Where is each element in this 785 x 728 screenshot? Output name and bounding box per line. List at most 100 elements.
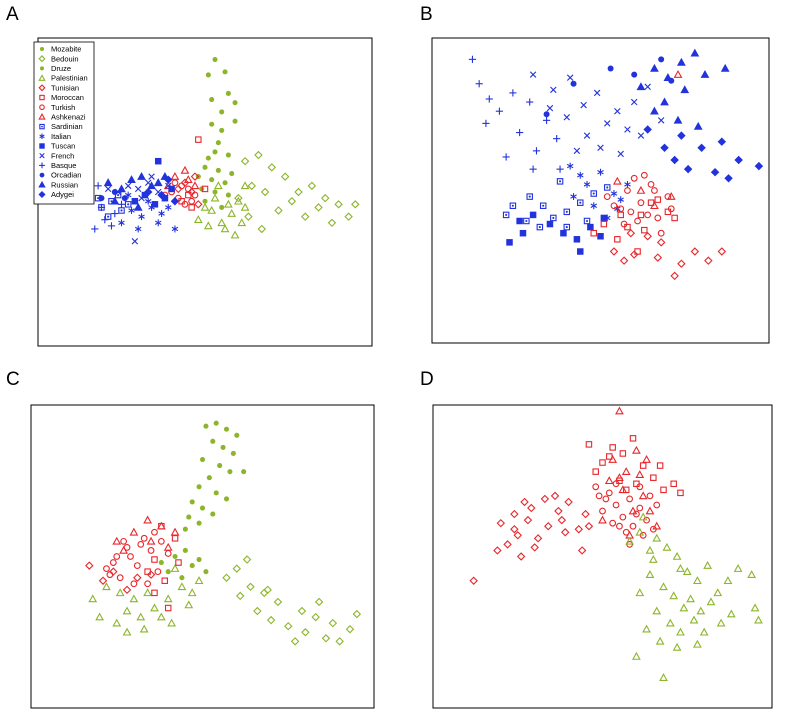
panel-c-mozabite-point-17 xyxy=(199,505,206,511)
panel-c-bedouin-point-12 xyxy=(301,628,310,637)
panel-b-moroccan-point-2 xyxy=(600,220,608,228)
panel-c-palestinian-point-14 xyxy=(167,618,177,627)
panel-c-bedouin-point-18 xyxy=(314,597,324,607)
legend-marker-bedouin xyxy=(38,55,46,63)
panel-b-basque-point-14 xyxy=(556,165,564,173)
panel-d-palestinian-point-32 xyxy=(726,609,736,618)
panel-b-basque-point-9 xyxy=(553,135,561,143)
panel-b-italian-point-1 xyxy=(570,193,577,201)
panel-a-palestinian-point-12 xyxy=(203,221,213,230)
panel-a-mozabite-point-8 xyxy=(209,121,215,127)
panel-b-french-point-11 xyxy=(583,132,591,139)
panel-c-turkish-point-14 xyxy=(127,553,134,560)
panel-c-moroccan-point-7 xyxy=(151,589,158,597)
panel-c-turkish-point-5 xyxy=(140,534,148,542)
legend-marker-druze xyxy=(39,66,45,71)
panel-d-turkish-point-10 xyxy=(599,507,606,515)
panel-b-french-point-16 xyxy=(617,150,624,158)
panel-c-palestinian-point-9 xyxy=(163,594,173,603)
panel-b-french-point-1 xyxy=(529,71,537,78)
panel-a-palestinian-point-4 xyxy=(227,208,237,217)
panel-c-tunisian-point-2 xyxy=(98,576,108,585)
panel-c-palestinian-point-19 xyxy=(95,612,104,621)
legend-marker-adygei xyxy=(38,190,46,199)
panel-d-turkish-point-22 xyxy=(595,492,603,500)
panel-a-palestinian-point-7 xyxy=(210,193,220,202)
panel-b-basque-point-13 xyxy=(529,165,537,173)
panel-b-russian-point-12 xyxy=(720,63,730,72)
panel-a-bedouin-point-20 xyxy=(257,224,267,234)
panel-d-palestinian-point-27 xyxy=(676,627,685,636)
panel-b-orcadian-point-2 xyxy=(570,80,577,87)
panel-d-tunisian-point-5 xyxy=(496,518,506,528)
panel-d-ashkenazi-point-2 xyxy=(608,454,618,463)
panel-a-moroccan-point-3 xyxy=(201,185,209,193)
panel-d-moroccan-point-2 xyxy=(599,459,606,466)
panel-d-tunisian-point-6 xyxy=(510,509,519,519)
panel-b-orcadian-point-4 xyxy=(631,71,638,78)
panel-b-tunisian-point-11 xyxy=(653,253,663,262)
panel-c-turkish-point-15 xyxy=(151,528,158,536)
panel-d-palestinian-point-34 xyxy=(659,673,668,682)
panel-a-french-point-7 xyxy=(148,173,155,180)
panel-a-bedouin-point-2 xyxy=(254,150,263,160)
panel-c-mozabite-point-2 xyxy=(213,420,219,426)
panel-c-mozabite-point-6 xyxy=(220,444,226,450)
panel-b-turkish-point-13 xyxy=(627,208,635,216)
panel-c-mozabite-point-20 xyxy=(196,520,202,526)
panel-d-palestinian-point-33 xyxy=(632,651,641,660)
panel-d-tunisian-point-24 xyxy=(520,497,529,507)
panel-D-letter: D xyxy=(420,369,434,390)
panel-d-turkish-point-3 xyxy=(612,501,620,509)
panel-b-tunisian-point-10 xyxy=(626,228,636,238)
legend-marker-russian xyxy=(38,180,46,188)
panel-c-tunisian-point-3 xyxy=(109,567,118,576)
panel-C-plot xyxy=(85,420,362,646)
panel-b-italian-point-6 xyxy=(603,214,611,222)
panel-b-turkish-point-10 xyxy=(620,220,628,228)
panel-b-turkish-point-8 xyxy=(657,229,665,237)
panel-b-french-point-14 xyxy=(637,132,645,139)
panel-a-palestinian-point-2 xyxy=(207,205,217,214)
panel-c-bedouin-point-7 xyxy=(253,606,262,616)
panel-b-french-point-6 xyxy=(614,107,621,115)
panel-d-ashkenazi-point-13 xyxy=(638,491,648,500)
panel-c-bedouin-point-4 xyxy=(246,582,255,592)
legend-label-druze: Druze xyxy=(51,64,71,73)
panel-a-bedouin-point-7 xyxy=(321,193,330,203)
panel-d-tunisian-point-3 xyxy=(503,540,512,549)
panel-d-palestinian-point-8 xyxy=(693,576,702,585)
panel-c-druze-point-3 xyxy=(182,547,188,553)
panel-c-bedouin-point-10 xyxy=(297,606,307,616)
panel-c-palestinian-point-17 xyxy=(170,564,180,572)
panel-d-tunisian-point-11 xyxy=(540,494,550,504)
panel-b-sardinian-point-12 xyxy=(563,223,571,231)
panel-d-moroccan-point-4 xyxy=(619,450,627,457)
panel-a-bedouin-point-4 xyxy=(280,172,290,181)
panel-a-moroccan-point-2 xyxy=(185,191,192,199)
panel-D-plot xyxy=(469,406,763,682)
panel-b-turkish-point-1 xyxy=(603,193,611,200)
panel-B-plot xyxy=(468,48,764,281)
panel-b-adygei-point-10 xyxy=(754,161,764,171)
panel-b-russian-point-6 xyxy=(680,85,690,94)
panel-a-ashkenazi-point-4 xyxy=(183,175,193,183)
panel-a-french-point-5 xyxy=(165,182,172,190)
panel-b-moroccan-point-9 xyxy=(641,226,648,234)
panel-a-italian-point-11 xyxy=(171,225,179,233)
panel-b-basque-point-11 xyxy=(532,147,541,155)
panel-d-palestinian-point-7 xyxy=(682,567,692,575)
panel-a-sardinian-point-3 xyxy=(118,207,125,214)
panel-c-bedouin-point-21 xyxy=(236,591,245,601)
panel-a-russian-point-9 xyxy=(153,178,163,187)
panel-a-basque-point-1 xyxy=(91,225,99,233)
panel-b-ashkenazi-point-1 xyxy=(612,176,622,185)
legend-label-bedouin: Bedouin xyxy=(51,54,79,63)
panel-d-turkish-point-11 xyxy=(609,519,617,527)
panel-b-italian-point-7 xyxy=(617,196,624,204)
panel-c-palestinian-point-4 xyxy=(129,594,139,603)
panel-b-tunisian-point-6 xyxy=(677,259,686,268)
panel-c-ashkenazi-point-7 xyxy=(163,542,173,551)
panel-a-mozabite-point-6 xyxy=(219,109,225,115)
panel-b-moroccan-point-10 xyxy=(654,196,662,203)
